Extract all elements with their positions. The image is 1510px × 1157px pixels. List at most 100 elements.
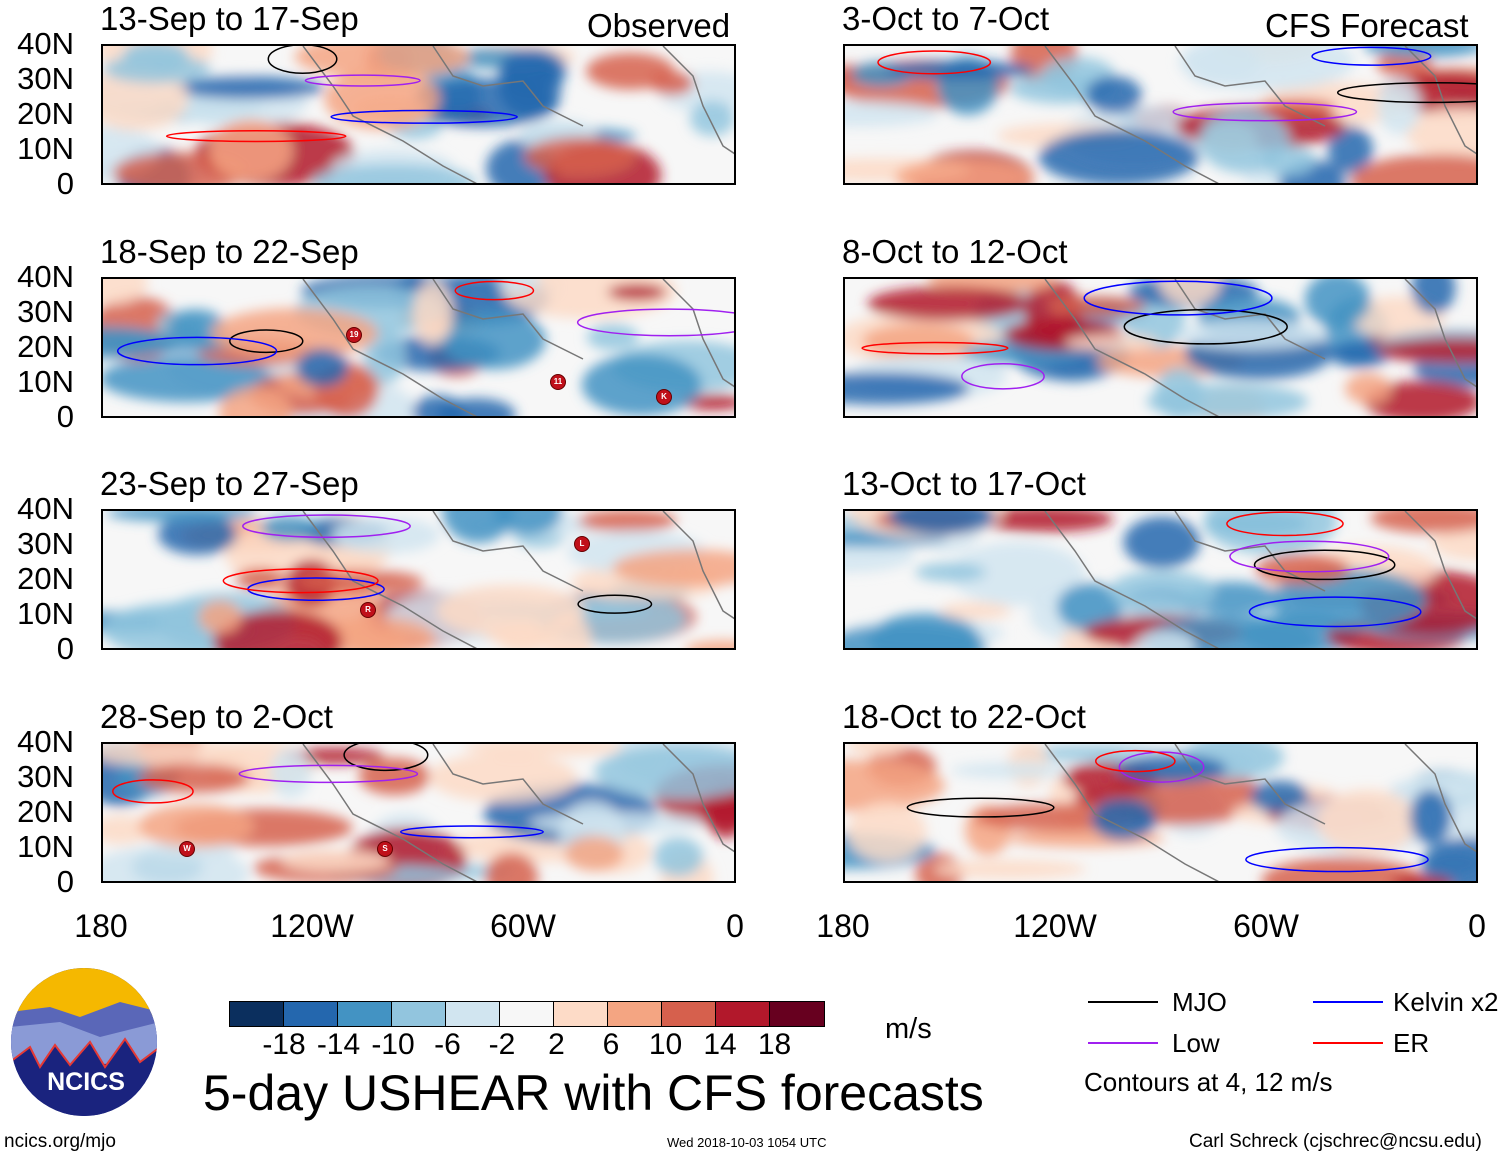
contour-low bbox=[242, 514, 411, 539]
shear-field bbox=[103, 511, 734, 648]
contour-er bbox=[861, 341, 1009, 355]
footer-timestamp: Wed 2018-10-03 1054 UTC bbox=[667, 1135, 827, 1150]
contour-mjo bbox=[1253, 549, 1396, 581]
contour-mjo bbox=[229, 329, 304, 354]
observed-label: Observed bbox=[587, 7, 731, 44]
longitude-label: 120W bbox=[270, 908, 354, 944]
map-panel-right-4 bbox=[843, 742, 1478, 883]
coastlines bbox=[302, 744, 734, 881]
coastlines bbox=[302, 46, 734, 183]
contour-low bbox=[304, 74, 421, 87]
panel-title: 28-Sep to 2-Oct bbox=[100, 698, 333, 735]
colorbar-tick-label: -6 bbox=[434, 1028, 461, 1061]
panel-title: 8-Oct to 12-Oct bbox=[842, 233, 1068, 270]
footer-credit: Carl Schreck (cjschrec@ncsu.edu) bbox=[1189, 1131, 1482, 1152]
latitude-label: 0 bbox=[56, 399, 74, 434]
colorbar-swatch bbox=[446, 1002, 500, 1026]
colorbar-tick-label: -14 bbox=[316, 1028, 361, 1061]
contour-er bbox=[1095, 749, 1176, 773]
contour-er bbox=[1226, 511, 1344, 537]
map-panel-right-3 bbox=[843, 509, 1478, 650]
panel-title: 18-Oct to 22-Oct bbox=[842, 698, 1086, 735]
contour-kelvin bbox=[1248, 596, 1422, 628]
shear-field bbox=[845, 744, 1476, 881]
latitude-label: 10N bbox=[17, 829, 74, 864]
latitude-label: 10N bbox=[17, 364, 74, 399]
latitude-label: 0 bbox=[56, 166, 74, 201]
contour-mjo bbox=[906, 797, 1055, 818]
contour-low bbox=[1229, 540, 1390, 573]
latitude-label: 20N bbox=[17, 329, 74, 364]
latitude-label: 10N bbox=[17, 131, 74, 166]
storm-marker: 19 bbox=[346, 327, 362, 343]
colorbar-tick-label: 6 bbox=[602, 1028, 620, 1061]
colorbar-tick-label: -2 bbox=[488, 1028, 516, 1061]
longitude-label: 0 bbox=[1468, 908, 1486, 944]
coastlines bbox=[302, 279, 734, 416]
shear-field bbox=[845, 511, 1476, 648]
legend-label-low: Low bbox=[1172, 1028, 1220, 1058]
coastlines bbox=[1044, 511, 1476, 648]
contour-note: Contours at 4, 12 m/s bbox=[1084, 1067, 1333, 1097]
map-panel-right-1 bbox=[843, 44, 1478, 185]
coastlines bbox=[1044, 46, 1476, 183]
shear-field bbox=[103, 744, 734, 881]
contour-er bbox=[877, 50, 992, 75]
contour-low bbox=[576, 308, 734, 337]
storm-marker: W bbox=[179, 841, 195, 857]
colorbar-swatch bbox=[770, 1002, 824, 1026]
contour-er bbox=[222, 568, 379, 594]
contour-mjo bbox=[343, 744, 429, 772]
latitude-label: 20N bbox=[17, 794, 74, 829]
colorbar-units: m/s bbox=[885, 1013, 932, 1045]
colorbar-swatch bbox=[500, 1002, 554, 1026]
longitude-label: 180 bbox=[74, 908, 128, 944]
legend-label-kelvin: Kelvin x2 bbox=[1393, 987, 1499, 1017]
contour-er bbox=[112, 779, 194, 804]
latitude-label: 40N bbox=[17, 724, 74, 759]
contour-kelvin bbox=[1245, 846, 1429, 873]
legend-line-low bbox=[1088, 1042, 1158, 1044]
forecast-label: CFS Forecast bbox=[1265, 7, 1469, 44]
panel-title: 13-Oct to 17-Oct bbox=[842, 465, 1086, 502]
colorbar-swatch bbox=[716, 1002, 770, 1026]
legend-label-er: ER bbox=[1393, 1028, 1430, 1058]
latitude-label: 30N bbox=[17, 526, 74, 561]
latitude-label: 40N bbox=[17, 491, 74, 526]
storm-marker: K bbox=[656, 389, 672, 405]
colorbar-swatch bbox=[662, 1002, 716, 1026]
latitude-label: 40N bbox=[17, 259, 74, 294]
coastlines bbox=[1044, 279, 1476, 416]
shear-field bbox=[103, 46, 734, 183]
colorbar-tick-label: 14 bbox=[703, 1028, 737, 1061]
colorbar-swatch bbox=[392, 1002, 446, 1026]
legend-line-mjo bbox=[1088, 1001, 1158, 1003]
colorbar-tick-label: 2 bbox=[548, 1028, 565, 1061]
map-panel-left-2: 19 11 K bbox=[101, 277, 736, 418]
logo-text: NCICS bbox=[47, 1068, 125, 1096]
colorbar bbox=[229, 1001, 825, 1027]
contour-low bbox=[238, 764, 419, 784]
shear-field bbox=[103, 279, 734, 416]
legend-line-er bbox=[1313, 1042, 1383, 1044]
latitude-label: 0 bbox=[56, 864, 74, 899]
storm-marker: L bbox=[574, 536, 590, 552]
latitude-label: 20N bbox=[17, 561, 74, 596]
contour-low bbox=[1118, 751, 1205, 783]
colorbar-tick-label: 10 bbox=[648, 1028, 683, 1061]
contour-mjo bbox=[1123, 308, 1288, 345]
contour-kelvin bbox=[1083, 280, 1273, 316]
legend-label-mjo: MJO bbox=[1172, 987, 1227, 1017]
colorbar-swatch bbox=[554, 1002, 608, 1026]
longitude-label: 0 bbox=[726, 908, 744, 944]
footer-url[interactable]: ncics.org/mjo bbox=[4, 1131, 116, 1152]
latitude-label: 30N bbox=[17, 294, 74, 329]
contour-er bbox=[165, 130, 347, 143]
panel-title: 13-Sep to 17-Sep bbox=[100, 0, 359, 37]
contour-low bbox=[1172, 102, 1358, 122]
contour-kelvin bbox=[399, 825, 544, 839]
colorbar-swatch bbox=[338, 1002, 392, 1026]
shear-field bbox=[845, 46, 1476, 183]
colorbar-tick-label: 18 bbox=[757, 1028, 792, 1061]
contour-kelvin bbox=[330, 109, 518, 124]
